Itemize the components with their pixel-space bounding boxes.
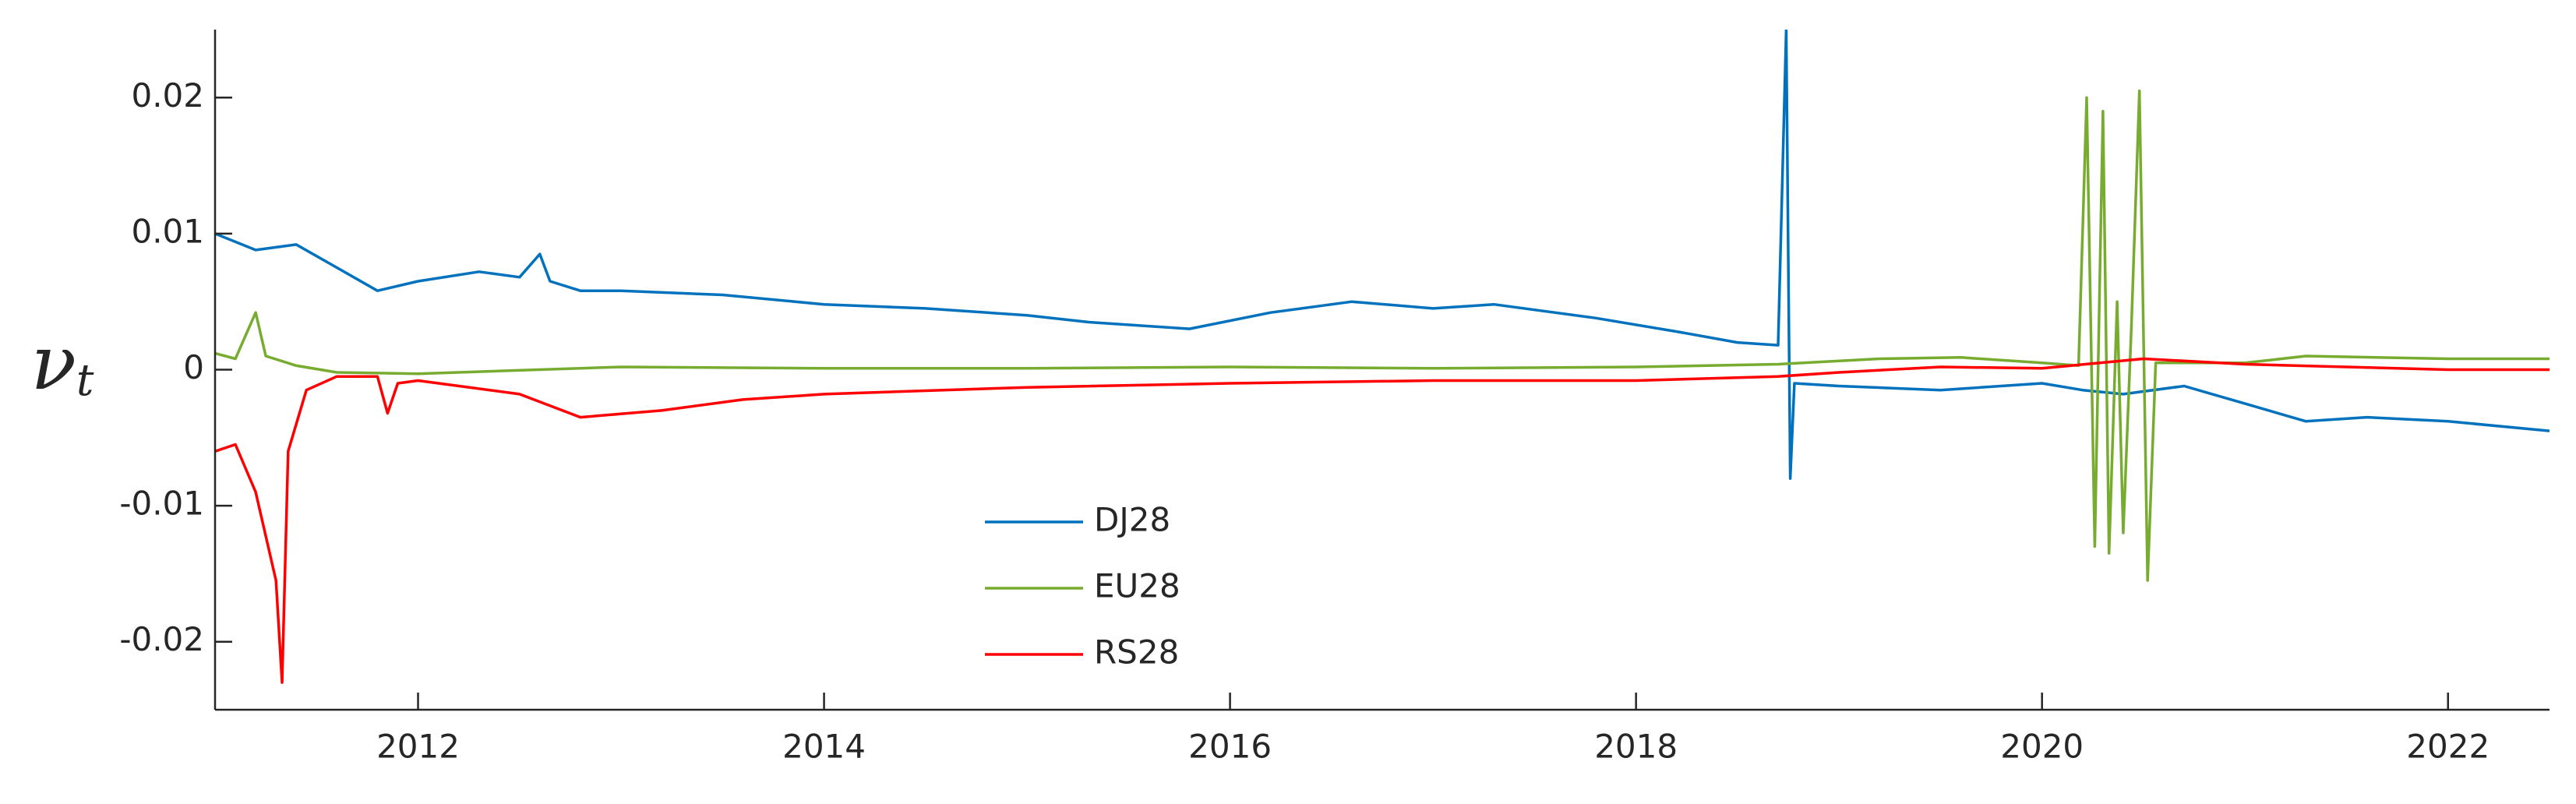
x-tick-label: 2020 (2000, 728, 2084, 766)
x-tick-label: 2018 (1594, 728, 1678, 766)
legend-label: DJ28 (1094, 501, 1170, 539)
y-tick-label: -0.02 (119, 620, 204, 658)
plot-area (215, 30, 2550, 684)
legend-label: RS28 (1094, 633, 1179, 672)
legend-label: EU28 (1094, 567, 1180, 605)
y-tick-label: 0.01 (131, 212, 204, 250)
y-tick-label: 0.02 (131, 76, 204, 115)
y-axis-label: νt (31, 319, 94, 407)
y-tick-label: -0.01 (119, 485, 204, 523)
y-tick-label: 0 (183, 348, 204, 386)
x-tick-label: 2016 (1188, 728, 1272, 766)
series-line (215, 89, 2550, 582)
x-tick-label: 2014 (782, 728, 866, 766)
y-axis-label-sub: t (76, 355, 94, 406)
x-tick-label: 2012 (376, 728, 460, 766)
y-axis-label-main: ν (31, 319, 76, 407)
series-line (215, 30, 2550, 480)
x-tick-label: 2022 (2406, 728, 2490, 766)
series-line (215, 357, 2550, 684)
